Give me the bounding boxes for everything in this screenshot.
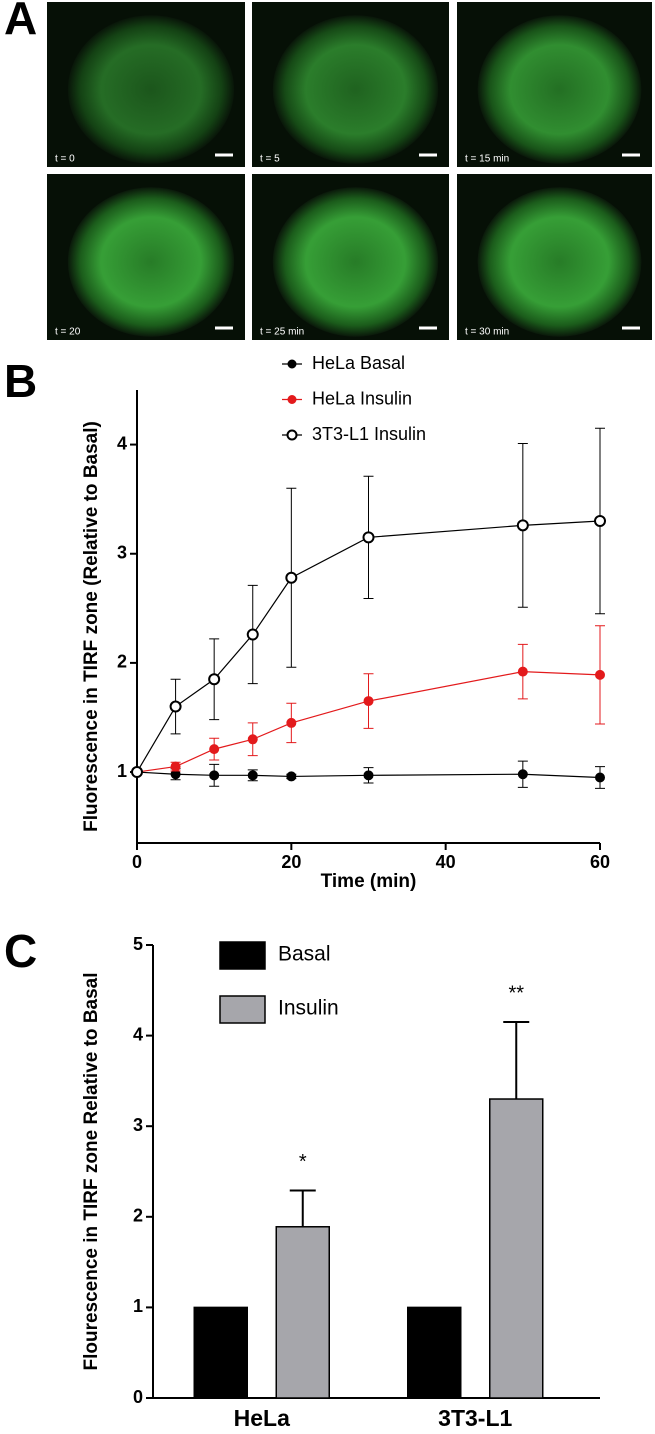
legend-label: HeLa Basal (312, 353, 405, 373)
significance-label: * (299, 1151, 307, 1173)
error-bar (503, 1021, 530, 1100)
data-point (595, 669, 605, 680)
series-line (136, 771, 601, 779)
y-axis-title: Flourescence in TIRF zone Relative to Ba… (81, 972, 102, 1370)
bar-chart: C 0 1 2 3 4 5 Flourescence in TIRF zone Relativ… (4, 925, 600, 1431)
legend-label: 3T3-L1 Insulin (312, 424, 426, 444)
y-tick-label: 4 (117, 433, 127, 453)
significance-label: ** (508, 982, 524, 1004)
data-point (247, 734, 258, 745)
data-point (285, 571, 298, 584)
y-tick-label: 2 (133, 1206, 143, 1226)
series-line (136, 671, 601, 773)
legend-swatch (219, 941, 266, 970)
cell-fluorescence (477, 187, 642, 337)
y-tick-label: 1 (117, 761, 127, 781)
data-point (209, 770, 220, 781)
x-tick-label: 60 (590, 852, 610, 872)
data-point (517, 666, 528, 677)
data-point (170, 761, 181, 772)
time-caption: t = 25 min (260, 327, 304, 338)
data-point (169, 700, 182, 713)
panel-label: A (4, 0, 37, 44)
cell-fluorescence (67, 15, 235, 164)
bar (407, 1306, 462, 1399)
data-point (363, 770, 374, 781)
y-tick-label: 2 (117, 652, 127, 672)
y-tick-label: 5 (133, 934, 143, 954)
x-tick-label: 20 (281, 852, 301, 872)
cell-fluorescence (67, 187, 235, 337)
data-point (246, 628, 259, 641)
legend-marker (287, 395, 297, 404)
bar (193, 1306, 248, 1399)
x-tick-label: 0 (132, 852, 142, 872)
time-caption: t = 30 min (465, 327, 509, 338)
panel-label: C (4, 925, 37, 977)
error-bar (289, 1189, 316, 1227)
legend-swatch (219, 995, 266, 1024)
data-point (594, 514, 606, 527)
data-point (595, 772, 605, 783)
cell-fluorescence (272, 187, 439, 337)
data-point (286, 717, 297, 728)
y-tick-label: 3 (117, 542, 127, 562)
y-tick-label: 0 (133, 1387, 143, 1407)
y-tick-label: 4 (133, 1024, 143, 1044)
legend-marker (287, 359, 297, 369)
legend-label: Basal (278, 943, 331, 966)
data-point (209, 744, 220, 755)
y-axis-title: Fluorescence in TIRF zone (Relative to B… (81, 421, 102, 832)
x-tick-label: 3T3-L1 (438, 1405, 512, 1431)
bar (275, 1226, 330, 1399)
time-caption: t = 20 (55, 327, 81, 338)
data-point (516, 519, 529, 532)
data-point (247, 770, 258, 781)
series-line (136, 520, 601, 773)
time-caption: t = 0 (55, 154, 75, 165)
data-point (131, 766, 143, 779)
image-grid: t = 0 t = 5 t = 15 min t = 20 t = 25 min t = … (47, 2, 652, 340)
time-caption: t = 5 (260, 154, 280, 165)
cell-fluorescence (477, 15, 642, 164)
panel-label: B (4, 355, 37, 407)
x-tick-label: 40 (436, 852, 456, 872)
x-axis-title: Time (min) (321, 871, 417, 892)
bar (489, 1098, 544, 1399)
legend-label: Insulin (278, 997, 339, 1020)
y-tick-label: 1 (133, 1296, 143, 1316)
data-point (362, 531, 375, 544)
legend-marker (286, 429, 298, 441)
time-caption: t = 15 min (465, 154, 509, 165)
data-point (208, 673, 221, 686)
legend-label: HeLa Insulin (312, 388, 412, 408)
data-point (286, 771, 297, 782)
data-point (517, 769, 528, 780)
x-tick-label: HeLa (234, 1405, 290, 1431)
data-point (363, 696, 374, 707)
y-tick-label: 3 (133, 1115, 143, 1135)
cell-fluorescence (272, 15, 439, 164)
